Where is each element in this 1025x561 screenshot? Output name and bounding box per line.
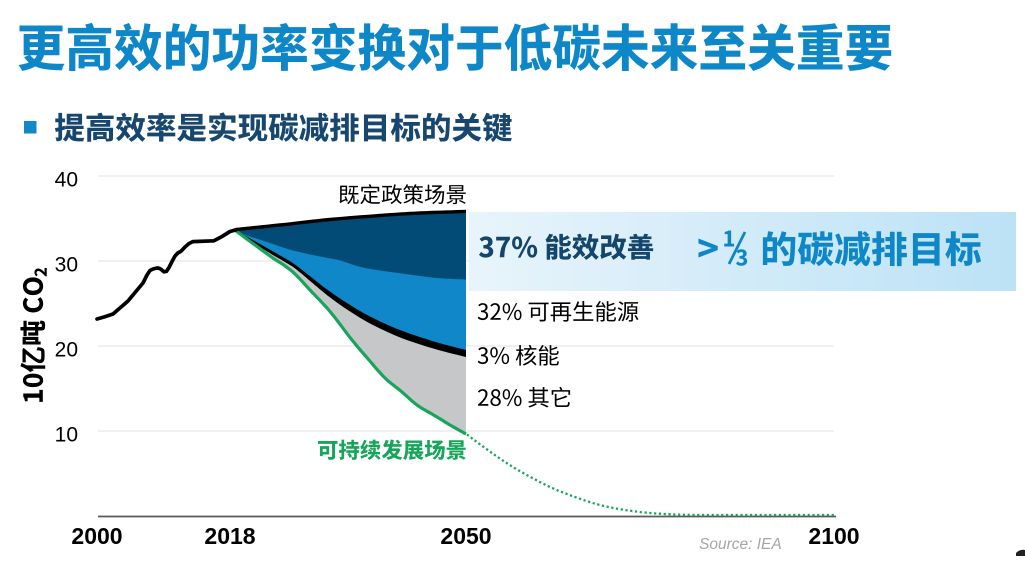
svg-text:2018: 2018	[204, 523, 255, 549]
svg-text:2100: 2100	[808, 523, 859, 549]
svg-text:2050: 2050	[440, 523, 491, 549]
svg-text:40: 40	[55, 169, 78, 192]
svg-text:30: 30	[55, 254, 78, 277]
svg-text:Source: IEA: Source: IEA	[699, 536, 782, 553]
svg-text:2000: 2000	[71, 523, 122, 549]
svg-text:10: 10	[55, 424, 78, 447]
svg-text:20: 20	[55, 339, 78, 362]
